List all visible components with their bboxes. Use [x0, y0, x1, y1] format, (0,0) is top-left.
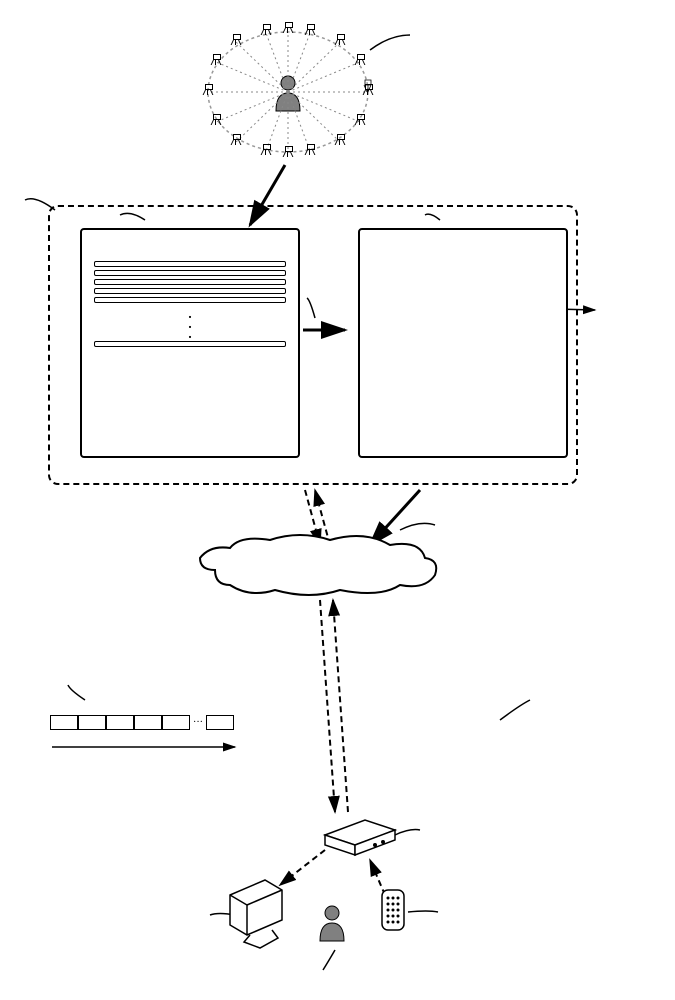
person-bottom-icon: [320, 906, 344, 941]
remote-icon: [382, 890, 404, 930]
chunk: [134, 715, 162, 730]
chunk: [106, 715, 134, 730]
video-row: [94, 261, 286, 267]
video-row: [94, 288, 286, 294]
chunk: [162, 715, 190, 730]
chunk: [50, 715, 78, 730]
cloud-shape: [200, 535, 436, 595]
chunk-strip: ···: [50, 715, 234, 730]
video-panel: ...: [80, 228, 300, 458]
chunk: [206, 715, 234, 730]
settop-box-icon: [325, 820, 395, 855]
matrix-panel: [358, 228, 568, 458]
video-row: [94, 270, 286, 276]
video-row: [94, 279, 286, 285]
monitor-icon: [230, 880, 282, 948]
chunk: [78, 715, 106, 730]
